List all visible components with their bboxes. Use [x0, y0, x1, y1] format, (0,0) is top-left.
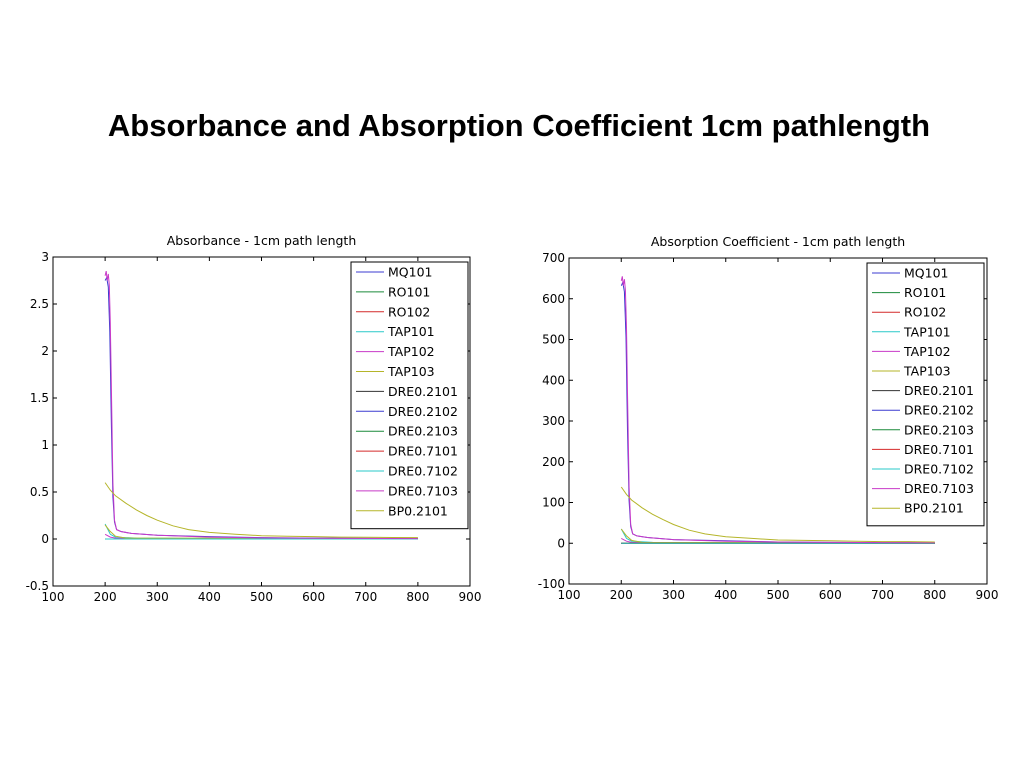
y-tick-label: 1.5 [30, 391, 49, 405]
legend-label-tap101: TAP101 [387, 324, 435, 339]
legend-label-tap103: TAP103 [903, 364, 951, 379]
slide-title: Absorbance and Absorption Coefficient 1c… [107, 108, 931, 143]
x-tick-label: 200 [94, 590, 117, 604]
x-tick-label: 700 [871, 588, 894, 602]
y-tick-label: 400 [542, 373, 565, 387]
x-tick-label: 600 [302, 590, 325, 604]
legend-label-ro101: RO101 [904, 285, 946, 300]
series-line-bp0-2101 [104, 482, 418, 539]
y-tick-label: -100 [538, 577, 565, 591]
series-line-dre0-7103 [104, 270, 418, 540]
x-tick-label: 600 [819, 588, 842, 602]
legend-label-dre0-7101: DRE0.7101 [904, 442, 974, 457]
legend-label-tap101: TAP101 [903, 324, 951, 339]
y-tick-label: 700 [542, 251, 565, 265]
x-tick-label: 500 [767, 588, 790, 602]
legend-label-tap103: TAP103 [387, 364, 435, 379]
x-tick-label: 400 [714, 588, 737, 602]
series-line-tap103 [620, 528, 935, 544]
series-group [104, 270, 418, 540]
y-tick-label: -0.5 [26, 579, 49, 593]
series-line-dre0-7103 [620, 276, 935, 544]
x-tick-label: 800 [923, 588, 946, 602]
legend-label-dre0-2102: DRE0.2102 [904, 403, 974, 418]
legend-label-ro101: RO101 [388, 284, 430, 299]
x-tick-label: 300 [662, 588, 685, 602]
x-tick-label: 400 [198, 590, 221, 604]
x-tick-label: 800 [406, 590, 429, 604]
y-tick-label: 200 [542, 455, 565, 469]
y-tick-label: 2 [41, 344, 49, 358]
x-tick-label: 900 [459, 590, 482, 604]
legend [866, 262, 985, 527]
x-tick-label: 700 [354, 590, 377, 604]
legend-label-tap102: TAP102 [903, 344, 951, 359]
y-tick-label: 0.5 [30, 485, 49, 499]
legend-label-dre0-7103: DRE0.7103 [904, 481, 974, 496]
legend-label-dre0-2101: DRE0.2101 [904, 383, 974, 398]
x-tick-label: 200 [610, 588, 633, 602]
series-group [620, 276, 935, 544]
legend-label-dre0-2103: DRE0.2103 [388, 424, 458, 439]
y-tick-label: 1 [41, 438, 49, 452]
legend-label-ro102: RO102 [388, 304, 430, 319]
legend-label-dre0-2101: DRE0.2101 [388, 384, 458, 399]
series-line-bp0-2101 [620, 486, 935, 543]
y-tick-label: 600 [542, 292, 565, 306]
y-tick-label: 100 [542, 496, 565, 510]
legend-label-mq101: MQ101 [904, 266, 948, 281]
x-tick-label: 300 [146, 590, 169, 604]
y-tick-label: 0 [41, 532, 49, 546]
y-tick-label: 500 [542, 333, 565, 347]
x-tick-label: 100 [558, 588, 581, 602]
x-tick-label: 500 [250, 590, 273, 604]
legend [350, 261, 469, 530]
legend-label-dre0-7102: DRE0.7102 [904, 462, 974, 477]
chart-title: Absorption Coefficient - 1cm path length [651, 234, 905, 249]
legend-label-ro102: RO102 [904, 305, 946, 320]
legend-label-tap102: TAP102 [387, 344, 435, 359]
y-tick-label: 2.5 [30, 297, 49, 311]
x-tick-label: 100 [42, 590, 65, 604]
y-tick-label: 3 [41, 250, 49, 264]
y-tick-label: 300 [542, 414, 565, 428]
legend-label-dre0-2103: DRE0.2103 [904, 422, 974, 437]
legend-label-dre0-2102: DRE0.2102 [388, 404, 458, 419]
legend-label-dre0-7102: DRE0.7102 [388, 464, 458, 479]
chart-title: Absorbance - 1cm path length [167, 233, 357, 248]
legend-label-dre0-7101: DRE0.7101 [388, 444, 458, 459]
legend-label-bp0-2101: BP0.2101 [388, 503, 448, 518]
legend-label-bp0-2101: BP0.2101 [904, 501, 964, 516]
y-tick-label: 0 [557, 536, 565, 550]
x-tick-label: 900 [976, 588, 999, 602]
legend-label-dre0-7103: DRE0.7103 [388, 483, 458, 498]
series-line-tap103 [104, 524, 418, 539]
legend-label-mq101: MQ101 [388, 265, 432, 280]
